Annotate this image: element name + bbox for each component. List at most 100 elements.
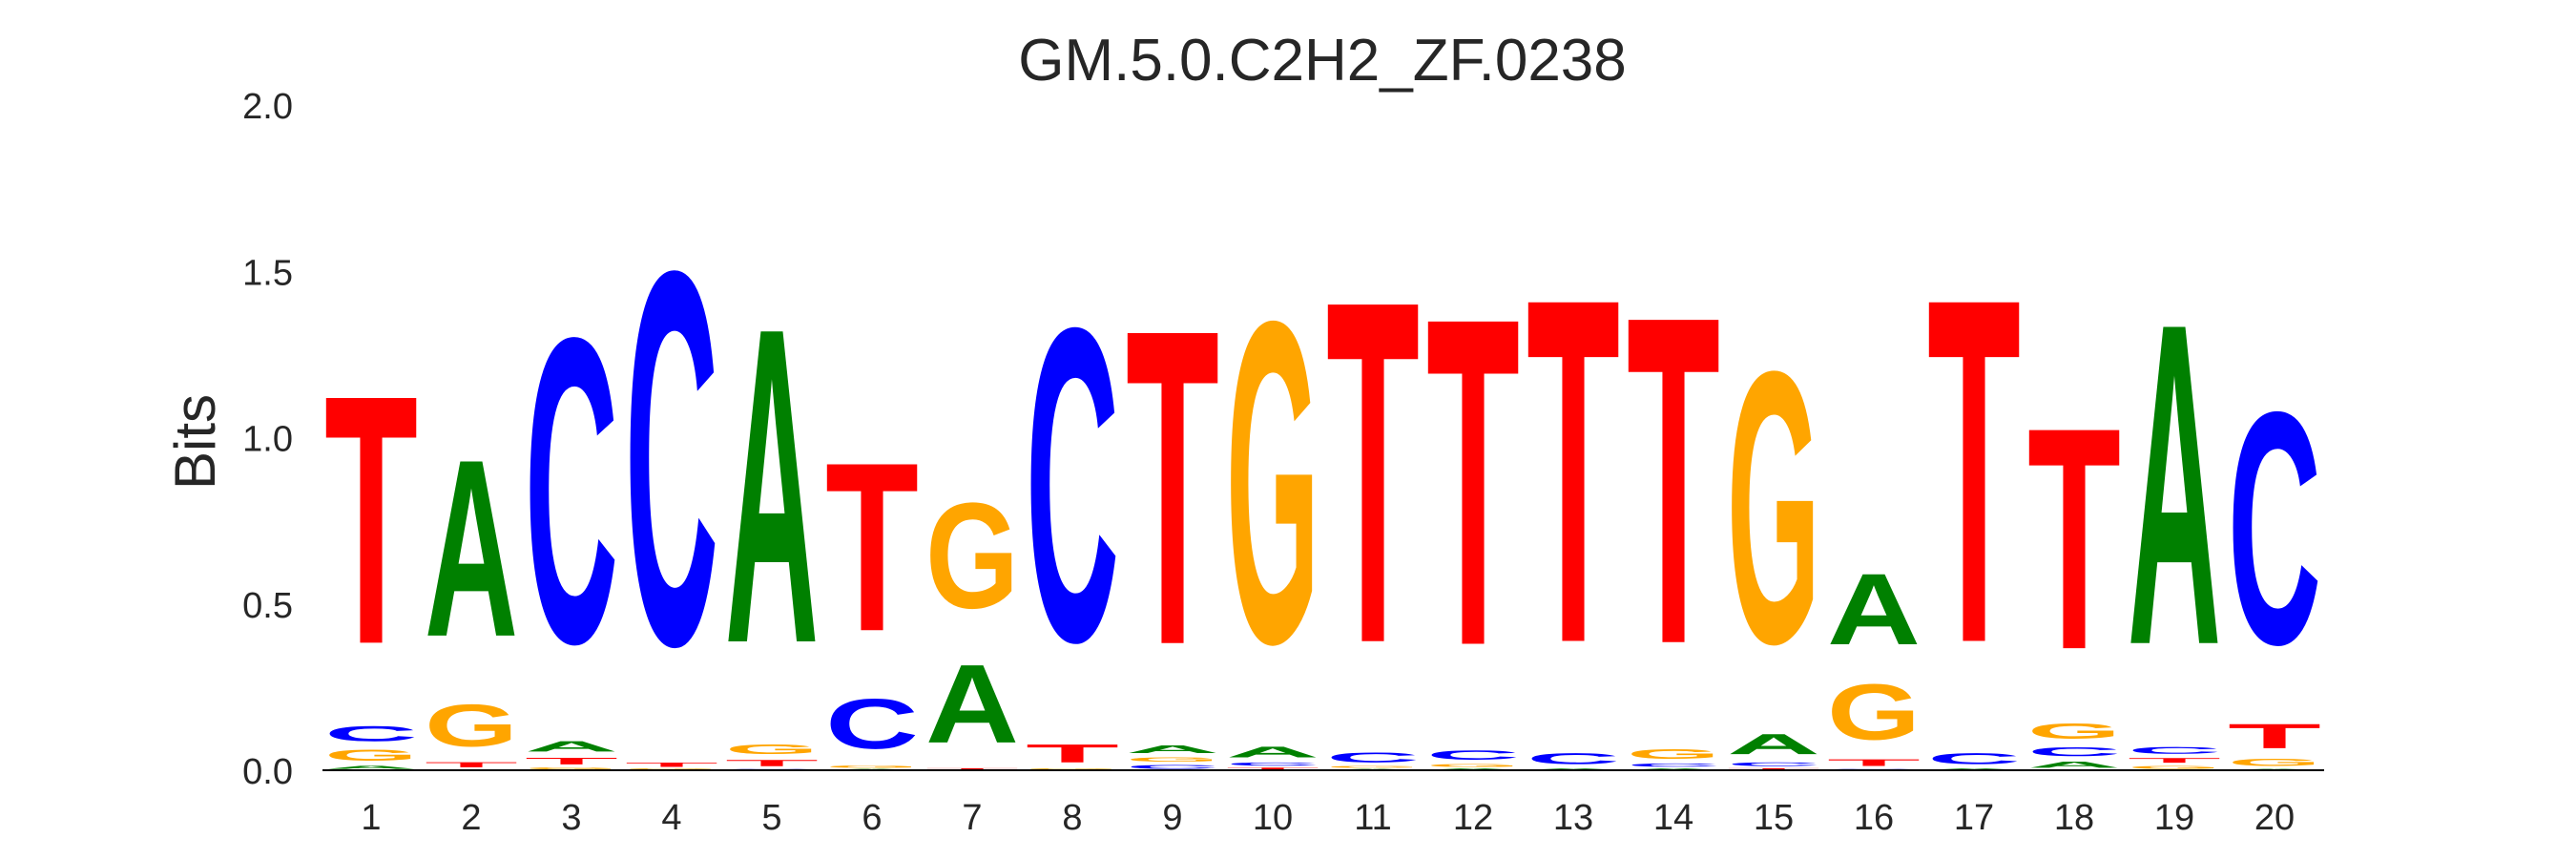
x-tick-label: 7 bbox=[962, 798, 982, 838]
logo-letter-A: A bbox=[525, 738, 618, 754]
x-tick-label: 17 bbox=[1954, 798, 1994, 838]
x-tick-label: 19 bbox=[2154, 798, 2194, 838]
logo-letter-A: A bbox=[425, 406, 518, 689]
logo-letter-T: T bbox=[1527, 195, 1620, 745]
logo-letter-A: A bbox=[2128, 227, 2221, 741]
logo-letter-T: T bbox=[1026, 740, 1119, 768]
logo-letter-A: A bbox=[324, 765, 418, 769]
logo-letter-C: C bbox=[1426, 748, 1520, 763]
logo-letter-T: T bbox=[625, 762, 718, 768]
logo-letter-T: T bbox=[1126, 236, 1219, 740]
logo-letter-A: A bbox=[1827, 553, 1921, 666]
logo-letter-T: T bbox=[2228, 717, 2321, 756]
logo-letter-G: G bbox=[2128, 765, 2221, 769]
y-tick-label: 0.0 bbox=[242, 752, 293, 792]
logo-letter-C: C bbox=[1627, 763, 1720, 767]
x-tick-label: 11 bbox=[1354, 798, 1391, 838]
logo-letter-C: C bbox=[1727, 762, 1820, 767]
logo-letter-T: T bbox=[2128, 757, 2221, 765]
y-axis-ticks: 0.0 0.5 1.0 1.5 2.0 bbox=[242, 87, 293, 792]
logo-letter-C: C bbox=[2128, 745, 2221, 756]
logo-letter-A: A bbox=[1727, 728, 1820, 761]
logo-letter-G: G bbox=[725, 742, 819, 757]
logo-letter-G: G bbox=[1226, 225, 1319, 740]
logo-letter-G: G bbox=[1627, 746, 1720, 762]
logo-column-4: GTC bbox=[625, 161, 718, 770]
logo-letter-T: T bbox=[1827, 758, 1921, 768]
logo-letter-T: T bbox=[1927, 195, 2021, 745]
logo-letter-C: C bbox=[1326, 750, 1420, 765]
y-tick-label: 1.0 bbox=[242, 420, 293, 460]
logo-letter-C: C bbox=[1026, 235, 1119, 735]
logo-letter-T: T bbox=[925, 767, 1019, 770]
y-axis-label: Bits bbox=[163, 394, 227, 490]
x-tick-label: 5 bbox=[761, 798, 781, 838]
logo-letter-G: G bbox=[825, 765, 919, 768]
y-tick-label: 1.5 bbox=[242, 253, 293, 293]
x-tick-label: 9 bbox=[1162, 798, 1182, 838]
x-tick-label: 10 bbox=[1253, 798, 1293, 838]
logo-letter-T: T bbox=[1226, 767, 1319, 770]
logo-letter-T: T bbox=[525, 756, 618, 766]
logo-letter-C: C bbox=[1126, 764, 1219, 769]
x-tick-label: 8 bbox=[1062, 798, 1082, 838]
x-tick-label: 4 bbox=[661, 798, 681, 838]
logo-letter-A: A bbox=[1126, 744, 1219, 756]
logo-column-8: GTC bbox=[1026, 235, 1119, 770]
logo-letter-A: A bbox=[925, 641, 1019, 766]
x-tick-label: 3 bbox=[561, 798, 581, 838]
x-tick-label: 18 bbox=[2054, 798, 2094, 838]
logo-letters: AGCTCTGAGTACGTCCTGAAGCTTAGGTCCGATTCAGAGC… bbox=[324, 161, 2321, 770]
x-tick-label: 6 bbox=[862, 798, 882, 838]
logo-letter-C: C bbox=[1927, 750, 2021, 767]
logo-letter-T: T bbox=[324, 321, 418, 719]
logo-letter-A: A bbox=[725, 234, 819, 737]
x-tick-label: 13 bbox=[1553, 798, 1593, 838]
logo-letter-A: A bbox=[1927, 768, 2021, 770]
logo-letter-A: A bbox=[1426, 768, 1520, 770]
logo-letter-T: T bbox=[1627, 220, 1720, 742]
y-tick-label: 2.0 bbox=[242, 87, 293, 127]
y-tick-label: 0.5 bbox=[242, 586, 293, 626]
x-tick-label: 15 bbox=[1754, 798, 1794, 838]
chart-title: GM.5.0.C2H2_ZF.0238 bbox=[1018, 28, 1627, 94]
logo-letter-G: G bbox=[925, 472, 1019, 640]
logo-letter-A: A bbox=[1627, 768, 1720, 770]
logo-letter-G: G bbox=[324, 747, 418, 765]
logo-letter-T: T bbox=[825, 411, 919, 681]
x-tick-label: 2 bbox=[461, 798, 481, 838]
x-tick-label: 14 bbox=[1653, 798, 1693, 838]
logo-column-7: TAG bbox=[925, 472, 1019, 770]
x-axis-ticks: 1 2 3 4 5 6 7 8 9 10 11 12 13 14 15 16 17 18 19 20 bbox=[361, 798, 2295, 838]
x-tick-label: 20 bbox=[2254, 798, 2295, 838]
logo-letter-C: C bbox=[625, 161, 718, 757]
logo-letter-T: T bbox=[725, 758, 819, 767]
logo-column-17: ACT bbox=[1927, 195, 2021, 770]
x-tick-label: 16 bbox=[1854, 798, 1894, 838]
logo-letter-C: C bbox=[825, 684, 919, 764]
logo-column-13: ACT bbox=[1527, 195, 1620, 770]
logo-letter-T: T bbox=[425, 761, 518, 768]
logo-letter-G: G bbox=[1827, 667, 1921, 756]
logo-letter-C: C bbox=[525, 248, 618, 735]
x-tick-label: 12 bbox=[1453, 798, 1493, 838]
logo-letter-G: G bbox=[425, 693, 518, 760]
logo-letter-G: G bbox=[2228, 757, 2321, 768]
logo-letter-T: T bbox=[1326, 199, 1420, 745]
logo-letter-C: C bbox=[1226, 762, 1319, 766]
logo-letter-C: C bbox=[2228, 343, 2321, 714]
x-tick-label: 1 bbox=[361, 798, 381, 838]
